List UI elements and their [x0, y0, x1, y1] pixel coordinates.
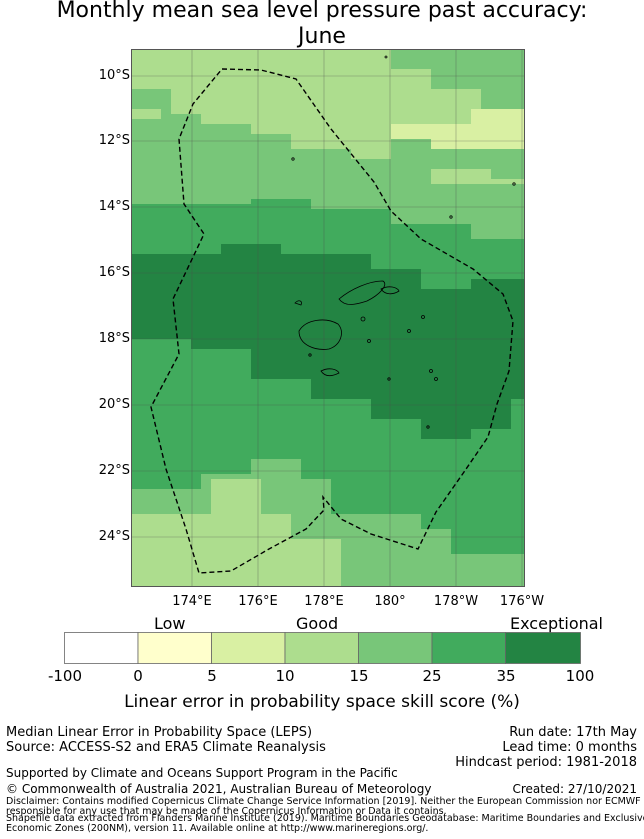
- colorbar-segment-4: [358, 632, 433, 664]
- lon-tick-176w: 176°W: [499, 594, 545, 609]
- disclaimer-line1: Disclaimer: Contains modified Copernicus…: [6, 796, 644, 807]
- islands: [291, 55, 516, 429]
- colorbar-tick-0: 0: [133, 667, 143, 685]
- category-good: Good: [296, 614, 339, 633]
- shapefile-line1: Shapefile data extracted from Flanders M…: [6, 813, 644, 824]
- lon-tick-174e: 174°E: [172, 594, 212, 609]
- island-taveuni: [380, 286, 400, 295]
- copyright-text: © Commonwealth of Australia 2021, Austra…: [6, 782, 432, 796]
- lon-tick-176e: 176°E: [238, 594, 278, 609]
- colorbar-segment-2: [211, 632, 286, 664]
- source-text: Source: ACCESS-S2 and ERA5 Climate Reana…: [6, 740, 326, 755]
- run-date: Run date: 17th May: [509, 725, 637, 740]
- lat-tick-24s: 24°S: [98, 529, 130, 544]
- colorbar: [64, 632, 581, 664]
- colorbar-segment-6: [505, 632, 581, 664]
- colorbar-tick-10: 10: [275, 667, 295, 685]
- colorbar-segment-3: [284, 632, 359, 664]
- map-gridlines: [131, 49, 525, 587]
- category-low: Low: [154, 614, 186, 633]
- colorbar-tick-m100: -100: [47, 667, 83, 685]
- skill-map: [131, 49, 525, 587]
- colorbar-tick-35: 35: [496, 667, 516, 685]
- lon-tick-178w: 178°W: [433, 594, 479, 609]
- hindcast-period: Hindcast period: 1981-2018: [455, 755, 637, 770]
- lead-time: Lead time: 0 months: [502, 740, 637, 755]
- lat-tick-12s: 12°S: [98, 133, 130, 148]
- lat-tick-14s: 14°S: [98, 199, 130, 214]
- colorbar-segment-1: [137, 632, 212, 664]
- skill-field: [131, 49, 525, 587]
- island-viti-levu: [298, 319, 342, 350]
- island-kadavu: [320, 368, 340, 377]
- shapefile-line2: Economic Zones (200NM), version 11. Avai…: [6, 823, 429, 834]
- created-date: Created: 27/10/2021: [512, 782, 637, 796]
- lon-tick-178e: 178°E: [304, 594, 344, 609]
- colorbar-tick-100: 100: [565, 667, 595, 685]
- lon-tick-180: 180°: [374, 594, 406, 609]
- colorbar-tick-15: 15: [349, 667, 369, 685]
- colorbar-tick-25: 25: [422, 667, 442, 685]
- lat-tick-22s: 22°S: [98, 463, 130, 478]
- colorbar-label: Linear error in probability space skill …: [124, 692, 520, 712]
- chart-title-line1: Monthly mean sea level pressure past acc…: [56, 0, 588, 23]
- lat-tick-18s: 18°S: [98, 331, 130, 346]
- eez-boundary: [150, 68, 514, 574]
- category-exceptional: Exceptional: [510, 614, 603, 633]
- disclaimer-line2: responsible for any use that may be made…: [6, 806, 447, 817]
- colorbar-segment-5: [431, 632, 506, 664]
- support-text: Supported by Climate and Oceans Support …: [6, 766, 398, 780]
- lat-tick-20s: 20°S: [98, 397, 130, 412]
- lat-tick-10s: 10°S: [98, 68, 130, 83]
- colorbar-segment-0: [64, 632, 139, 664]
- chart-title-line2: June: [298, 24, 346, 49]
- colorbar-tick-5: 5: [207, 667, 217, 685]
- map-frame: [131, 49, 525, 587]
- method-text: Median Linear Error in Probability Space…: [6, 725, 313, 740]
- lat-tick-16s: 16°S: [98, 265, 130, 280]
